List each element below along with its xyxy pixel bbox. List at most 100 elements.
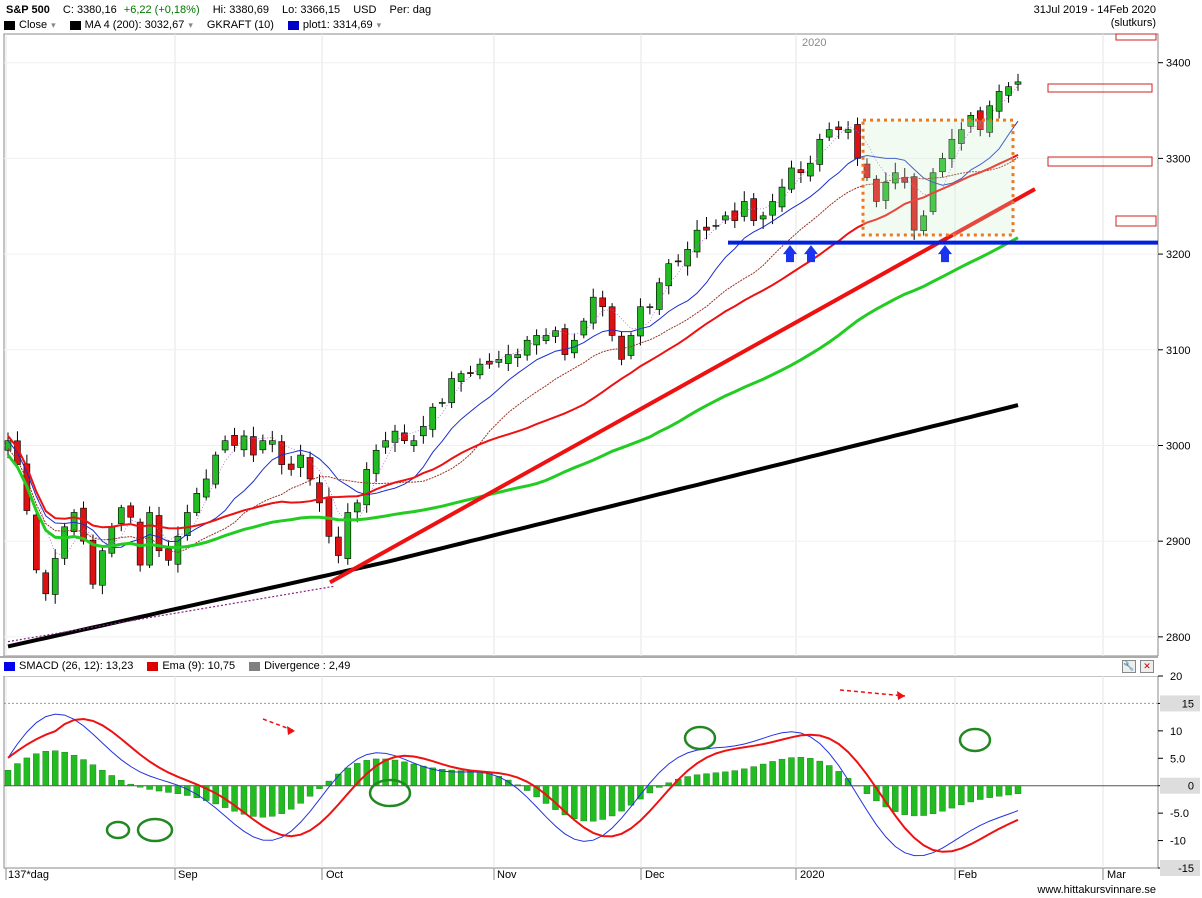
candle-up bbox=[212, 454, 219, 485]
histogram-bar bbox=[948, 785, 956, 809]
histogram-bar bbox=[391, 759, 399, 786]
ma50-line bbox=[6, 236, 1019, 550]
candle-down bbox=[335, 536, 342, 556]
candle-down bbox=[873, 178, 880, 202]
candle-up bbox=[740, 201, 748, 217]
legend-divergence[interactable]: Divergence : 2,49 bbox=[249, 660, 350, 672]
candle-up bbox=[476, 363, 484, 376]
histogram-bar bbox=[382, 758, 389, 786]
price-marker-box bbox=[1115, 215, 1157, 227]
histogram-bar bbox=[136, 785, 144, 788]
symbol-label: S&P 500 bbox=[6, 4, 50, 16]
legend-label: Divergence : 2,49 bbox=[264, 660, 351, 672]
candle-down bbox=[250, 436, 257, 456]
histogram-bar bbox=[193, 785, 200, 798]
candle-down bbox=[910, 176, 918, 231]
histogram-bar bbox=[505, 779, 512, 786]
crossover-circle bbox=[683, 725, 717, 751]
histogram-bar bbox=[571, 785, 578, 820]
histogram-bar bbox=[165, 785, 172, 793]
value-badge bbox=[1160, 777, 1200, 794]
candle-up bbox=[259, 440, 267, 451]
histogram-bar bbox=[231, 785, 238, 812]
histogram-bar bbox=[797, 757, 805, 786]
website-footer: www.hittakursvinnare.se bbox=[1037, 884, 1156, 896]
candle-up bbox=[353, 502, 361, 513]
candle-up bbox=[958, 129, 965, 144]
y-tick-label: 5.0 bbox=[1170, 753, 1185, 765]
legend-plot1[interactable]: plot1: 3314,69 ▾ bbox=[287, 19, 381, 31]
histogram-bar bbox=[863, 785, 871, 794]
candle-down bbox=[750, 198, 758, 221]
crossover-circle bbox=[105, 820, 131, 840]
ema9-line bbox=[7, 717, 1019, 853]
histogram-bar bbox=[722, 771, 729, 786]
histogram-bar bbox=[703, 773, 710, 786]
histogram-bar bbox=[155, 785, 163, 792]
histogram-bar bbox=[599, 785, 606, 820]
candle-up bbox=[684, 249, 691, 267]
candle-up bbox=[844, 129, 852, 133]
histogram-bar bbox=[467, 771, 474, 786]
blue-up-arrow-icon bbox=[938, 245, 952, 263]
candle-up bbox=[816, 138, 824, 165]
candle-up bbox=[221, 440, 229, 451]
candle-up bbox=[344, 512, 352, 559]
candle-up bbox=[948, 138, 956, 160]
histogram-bar bbox=[287, 785, 295, 810]
y-tick-label: 2800 bbox=[1166, 632, 1190, 644]
histogram-bar bbox=[835, 771, 842, 786]
candle-up bbox=[429, 406, 437, 430]
histogram-bar bbox=[533, 785, 540, 798]
uptrend-line bbox=[329, 187, 1036, 585]
candle-up bbox=[202, 478, 210, 498]
period-label: Per: dag bbox=[389, 4, 432, 16]
crossover-circle bbox=[958, 727, 992, 753]
histogram-bar bbox=[80, 759, 87, 786]
price-marker-box bbox=[1047, 83, 1153, 93]
histogram-bar bbox=[240, 785, 248, 815]
candle-up bbox=[580, 320, 588, 336]
histogram-bar bbox=[958, 785, 965, 806]
chevron-down-icon: ▾ bbox=[188, 19, 193, 30]
histogram-bar bbox=[439, 768, 446, 786]
legend-gkraft[interactable]: GKRAFT (10) bbox=[207, 19, 274, 31]
candle-up bbox=[240, 435, 248, 451]
histogram-bar bbox=[269, 785, 276, 817]
x-tick-label: Mar bbox=[1107, 869, 1126, 881]
candle-up bbox=[504, 354, 512, 364]
legend-label: SMACD (26, 12): 13,23 bbox=[19, 660, 134, 672]
candle-up bbox=[117, 507, 125, 524]
candle-up bbox=[882, 182, 890, 201]
legend-close[interactable]: Close ▾ bbox=[4, 19, 56, 31]
candle-up bbox=[1005, 86, 1012, 96]
histogram-bar bbox=[759, 763, 767, 786]
legend-ema[interactable]: Ema (9): 10,75 bbox=[147, 660, 235, 672]
histogram-bar bbox=[769, 761, 776, 786]
x-tick-label: 137*dag bbox=[8, 869, 49, 881]
candle-up bbox=[665, 263, 673, 287]
candle-up bbox=[420, 426, 427, 437]
legend-ma200[interactable]: MA 4 (200): 3032,67 ▾ bbox=[69, 19, 193, 31]
histogram-bar bbox=[486, 773, 493, 786]
candle-up bbox=[457, 373, 465, 382]
value-badge bbox=[1160, 860, 1200, 876]
histogram-bar bbox=[844, 778, 852, 786]
legend-smacd[interactable]: SMACD (26, 12): 13,23 bbox=[4, 660, 133, 672]
legend-label: plot1: 3314,69 bbox=[302, 19, 373, 31]
histogram-bar bbox=[580, 785, 587, 822]
candle-down bbox=[797, 169, 805, 174]
candle-down bbox=[33, 514, 40, 571]
date-range-text: 31Jul 2019 - 14Feb 2020 bbox=[1033, 4, 1156, 16]
histogram-group bbox=[4, 750, 1022, 822]
wrench-icon[interactable]: 🔧 bbox=[1122, 660, 1136, 673]
histogram-bar bbox=[278, 785, 285, 814]
histogram-bar bbox=[146, 785, 153, 790]
legend-swatch bbox=[249, 661, 261, 671]
histogram-bar bbox=[51, 750, 59, 786]
legend-swatch bbox=[69, 20, 81, 30]
close-icon[interactable]: ✕ bbox=[1140, 660, 1154, 673]
candle-up bbox=[778, 186, 786, 208]
candle-up bbox=[382, 440, 389, 448]
histogram-bar bbox=[977, 785, 984, 800]
